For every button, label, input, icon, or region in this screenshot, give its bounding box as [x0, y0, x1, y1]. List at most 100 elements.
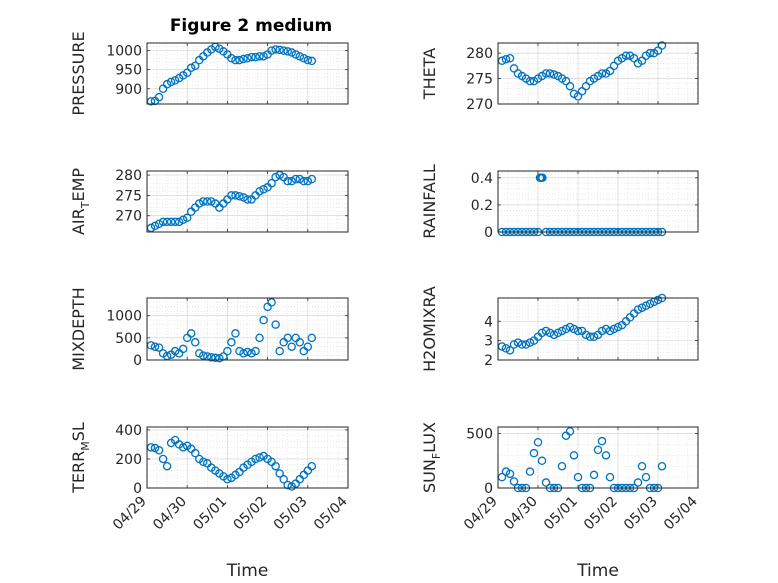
y-axis-label: MIXDEPTH — [69, 287, 88, 370]
data-point — [178, 215, 188, 225]
y-axis-label: THETA — [420, 48, 439, 100]
data-point — [577, 87, 587, 96]
y-tick-label: 900 — [115, 82, 142, 98]
y-tick-label: 4 — [484, 314, 493, 330]
subplot-7: 0 200 400 04/29 04/30 05/01 05/02 05/03 05/04 TER… — [69, 422, 351, 581]
data-point — [190, 61, 200, 71]
data-point — [259, 52, 268, 61]
y-tick-label: 275 — [466, 72, 493, 88]
y-axis-label: PRESSURE — [69, 31, 88, 115]
data-point — [227, 54, 236, 63]
y-tick-label: 0.4 — [471, 171, 493, 187]
y-axis-label: H2OMIXRA — [420, 286, 439, 372]
data-point — [299, 176, 309, 186]
y-axis-label-part: AIR — [69, 208, 88, 235]
data-point — [581, 330, 591, 340]
data-point — [247, 52, 256, 62]
data-point — [271, 461, 280, 471]
data-point — [235, 191, 244, 201]
data-point — [199, 197, 208, 206]
data-point — [517, 340, 527, 349]
data-point — [509, 64, 519, 73]
y-axis-label: SUNFLUX — [420, 422, 443, 493]
data-point — [271, 172, 280, 182]
x-tick-label: 04/30 — [501, 494, 541, 534]
data-point — [509, 477, 519, 486]
data-point — [589, 470, 599, 480]
data-point — [154, 445, 164, 455]
data-point — [303, 55, 313, 65]
y-tick-label: 270 — [466, 97, 493, 113]
data-point — [239, 349, 248, 358]
y-tick-label: 400 — [115, 423, 142, 439]
data-point — [283, 176, 292, 186]
data-point — [593, 445, 603, 455]
data-point — [255, 453, 264, 462]
data-point — [657, 461, 667, 471]
data-point — [186, 329, 196, 338]
data-point — [251, 52, 260, 62]
data-point — [295, 338, 305, 347]
data-point — [255, 187, 264, 196]
y-axis-label: RAINFALL — [420, 164, 439, 239]
data-point — [653, 46, 663, 55]
data-point — [641, 301, 651, 310]
data-point — [605, 326, 615, 336]
data-point — [633, 305, 643, 314]
data-series — [146, 170, 317, 233]
y-axis-label: AIRTEMP — [69, 168, 92, 235]
data-point — [549, 70, 559, 79]
data-point — [207, 353, 216, 362]
axes-box — [497, 426, 699, 489]
axes-box — [146, 42, 349, 105]
data-point — [295, 174, 305, 184]
figure-title: Figure 2 medium — [170, 16, 332, 36]
data-point — [251, 346, 260, 356]
data-point — [633, 478, 643, 487]
data-point — [207, 197, 216, 206]
data-point — [283, 480, 292, 490]
x-tick-label: 05/02 — [231, 494, 271, 534]
data-point — [231, 329, 240, 338]
data-point — [541, 69, 551, 78]
data-series — [146, 42, 317, 106]
y-tick-label: 280 — [466, 46, 493, 62]
data-point — [150, 221, 160, 231]
data-series — [497, 41, 667, 101]
plot-area — [147, 427, 348, 488]
data-point — [541, 478, 551, 487]
data-point — [215, 353, 224, 363]
plot-area — [498, 427, 698, 488]
axes-box — [497, 170, 699, 233]
data-point — [174, 217, 184, 227]
y-tick-label: 950 — [115, 63, 142, 79]
data-point — [239, 54, 248, 64]
data-point — [545, 69, 555, 78]
data-point — [231, 55, 240, 65]
data-point — [150, 342, 160, 351]
subplot-2: 270 275 280 THETA — [420, 41, 699, 113]
data-point — [279, 46, 288, 55]
data-point — [227, 338, 236, 347]
y-tick-label: 200 — [115, 452, 142, 468]
data-point — [162, 217, 172, 227]
axes-box — [146, 426, 349, 489]
data-point — [223, 475, 232, 484]
data-point — [255, 52, 264, 61]
data-point — [203, 197, 212, 206]
y-tick-label: 500 — [115, 331, 142, 347]
data-point — [154, 343, 164, 352]
data-point — [303, 176, 313, 186]
data-point — [505, 54, 515, 63]
y-tick-label: 0 — [484, 481, 493, 497]
data-point — [501, 344, 511, 353]
data-point — [657, 41, 667, 50]
data-point — [505, 469, 515, 479]
data-point — [565, 81, 575, 91]
data-point — [182, 213, 192, 223]
y-axis-label-part: SUN — [420, 459, 439, 493]
data-point — [267, 46, 276, 55]
y-axis-label-subscript: T — [79, 201, 92, 209]
x-tick-label: 05/03 — [271, 494, 311, 534]
data-point — [154, 219, 164, 229]
